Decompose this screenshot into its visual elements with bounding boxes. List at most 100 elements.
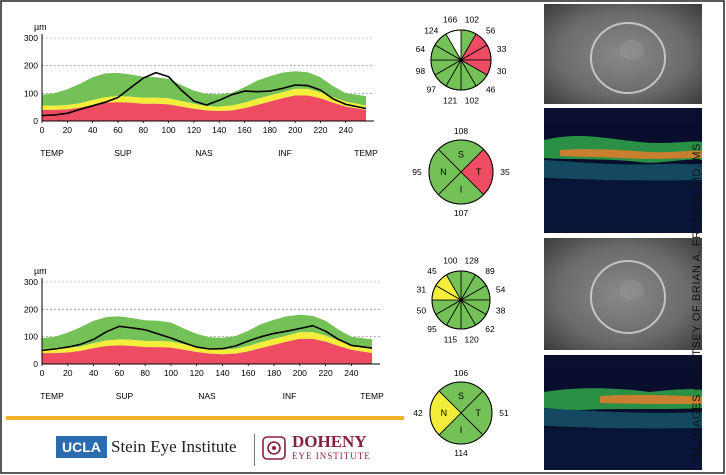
x-tick-label: 80	[139, 125, 149, 135]
quadrant-letter: N	[441, 408, 448, 418]
clock-sector-value: 102	[465, 14, 479, 24]
quadrant-value: 51	[499, 408, 509, 418]
quadrant-chart-top: S 108 T 35 I 107 N 95	[412, 126, 510, 218]
clock-sector-value: 128	[465, 255, 479, 265]
oct-scan-bottom	[544, 355, 702, 470]
quadrant-value: 114	[454, 448, 468, 458]
clock-sector-value: 98	[416, 66, 426, 76]
x-tick-label: 100	[164, 368, 178, 378]
y-tick-label: 300	[24, 277, 38, 287]
clock-sector-value: 33	[497, 44, 507, 54]
quadrant-letter: I	[460, 185, 463, 195]
region-label: TEMP	[360, 391, 384, 401]
x-tick-label: 220	[313, 125, 327, 135]
stein-eye-institute-logo: Stein Eye Institute	[111, 437, 237, 456]
clock-sector-value: 30	[497, 66, 507, 76]
region-label: SUP	[114, 148, 132, 158]
x-tick-label: 160	[241, 368, 255, 378]
accent-rule	[6, 416, 404, 420]
clock-sector-value: 166	[443, 14, 457, 24]
outside-normal-band	[42, 338, 372, 364]
x-tick-label: 60	[113, 125, 123, 135]
quadrant-value: 42	[413, 408, 423, 418]
quadrant-letter: N	[440, 167, 447, 177]
logo-divider	[254, 434, 255, 466]
clock-sector-value: 124	[424, 25, 438, 35]
quadrant-outline	[429, 381, 493, 445]
y-axis-label: µm	[34, 22, 47, 32]
x-tick-label: 160	[237, 125, 251, 135]
doheny-logo: DOHENY	[292, 432, 367, 451]
borderline-band	[42, 332, 372, 355]
region-label: INF	[278, 148, 292, 158]
x-tick-label: 240	[344, 368, 358, 378]
quadrant-value: 107	[454, 208, 468, 218]
quadrant-charts: S 108 T 35 I 107 N 95 S 106 T 51 I 114 N 42	[412, 126, 510, 458]
clock-sector-value: 97	[427, 85, 437, 95]
x-tick-label: 120	[190, 368, 204, 378]
x-tick-label: 40	[88, 125, 98, 135]
y-axis-label: µm	[34, 266, 47, 276]
y-tick-label: 300	[24, 33, 38, 43]
x-tick-label: 60	[115, 368, 125, 378]
region-label: TEMP	[40, 148, 64, 158]
x-tick-label: 0	[40, 368, 45, 378]
x-tick-label: 200	[293, 368, 307, 378]
patient-thickness-line	[41, 71, 367, 117]
normal-range-band	[42, 314, 372, 350]
clock-sector-value: 31	[417, 284, 427, 294]
fundus-image-top	[544, 4, 702, 104]
quadrant-letter: T	[476, 167, 482, 177]
clock-sector-value: 89	[485, 266, 495, 276]
tsnit-chart-bottom: µm 0 100 200 300 0 20 40 60 80 100 120 140 160 180 200 2…	[24, 266, 384, 401]
patient-thickness-line	[41, 324, 373, 352]
clock-sector-value: 45	[427, 266, 437, 276]
x-tick-label: 80	[140, 368, 150, 378]
y-tick-label: 100	[24, 332, 38, 342]
clock-sector-value: 120	[465, 335, 479, 345]
clock-sector-value: 64	[416, 44, 426, 54]
region-label: INF	[283, 391, 297, 401]
y-tick-label: 100	[24, 88, 38, 98]
doheny-emblem-icon	[262, 436, 286, 460]
clock-sector-value: 38	[496, 306, 506, 316]
region-label: NAS	[195, 148, 213, 158]
x-tick-label: 180	[263, 125, 277, 135]
x-tick-label: 100	[161, 125, 175, 135]
quadrant-value: 108	[454, 126, 468, 136]
image-credit: ALL IMAGES COURTSEY OF BRIAN A. FRANCIS,…	[691, 143, 703, 465]
clock-sector-value: 121	[443, 96, 457, 106]
region-label: NAS	[198, 391, 216, 401]
x-tick-label: 20	[63, 125, 73, 135]
x-tick-label: 200	[288, 125, 302, 135]
borderline-band	[42, 88, 366, 111]
x-tick-label: 180	[267, 368, 281, 378]
clock-sector-value: 95	[427, 324, 437, 334]
x-tick-label: 120	[187, 125, 201, 135]
region-label: TEMP	[40, 391, 64, 401]
quadrant-chart-bottom: S 106 T 51 I 114 N 42	[413, 368, 509, 458]
fundus-image-bottom	[544, 238, 702, 350]
clock-sector-value: 115	[444, 335, 458, 345]
quadrant-letter: S	[458, 391, 464, 401]
doheny-logo-subtitle: EYE INSTITUTE	[292, 451, 371, 461]
normal-range-band	[42, 71, 366, 107]
y-tick-label: 0	[33, 359, 38, 369]
y-tick-label: 200	[24, 304, 38, 314]
x-tick-label: 240	[339, 125, 353, 135]
clock-sector-value: 62	[485, 324, 495, 334]
x-tick-label: 0	[40, 125, 45, 135]
region-label: TEMP	[354, 148, 378, 158]
clock-sector-value: 50	[417, 306, 427, 316]
y-tick-label: 0	[33, 116, 38, 126]
clock-sector-value: 46	[486, 85, 496, 95]
outside-normal-band	[42, 95, 366, 121]
clock-sector-value: 102	[465, 96, 479, 106]
ucla-logo: UCLA	[56, 436, 107, 458]
